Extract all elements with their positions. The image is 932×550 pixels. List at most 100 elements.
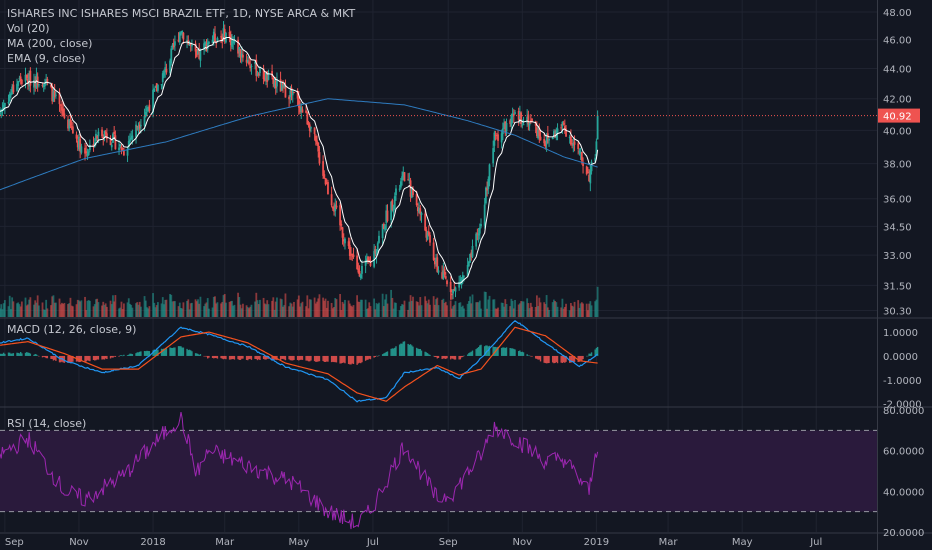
volume-bar <box>469 296 471 317</box>
volume-bar <box>308 299 311 317</box>
macd-histogram-bar <box>181 347 183 356</box>
macd-histogram-bar <box>148 351 151 356</box>
macd-histogram-bar <box>2 352 5 356</box>
macd-histogram-bar <box>553 355 555 364</box>
macd-histogram-bar <box>470 351 472 356</box>
volume-bar <box>41 302 44 317</box>
candle-body <box>266 71 269 82</box>
candle-body <box>310 127 312 129</box>
macd-histogram-bar <box>544 355 547 364</box>
volume-bar <box>163 304 165 317</box>
volume-bar <box>297 295 300 317</box>
macd-histogram-bar <box>504 347 507 356</box>
macd-histogram-bar <box>180 346 182 356</box>
macd-histogram-bar <box>220 355 222 359</box>
volume-bar <box>2 303 5 317</box>
candle-body <box>42 84 45 87</box>
volume-bar <box>347 300 350 317</box>
volume-bar <box>68 303 71 317</box>
volume-bar <box>325 307 328 317</box>
macd-histogram-bar <box>462 355 464 357</box>
macd-histogram-bar <box>502 347 504 356</box>
volume-bar <box>344 299 346 317</box>
macd-histogram-bar <box>153 349 155 356</box>
volume-bar <box>95 299 97 317</box>
rsi-legend: RSI (14, close) <box>7 416 86 431</box>
x-tick-label: May <box>732 537 753 548</box>
candle-body <box>110 144 113 148</box>
volume-bar <box>238 297 241 317</box>
macd-histogram-bar <box>211 355 214 359</box>
macd-histogram-bar <box>476 348 479 356</box>
macd-histogram-bar <box>339 355 341 364</box>
candle-body <box>289 90 292 98</box>
candle-body <box>228 31 231 37</box>
volume-bar <box>63 302 66 317</box>
candle-body <box>596 115 599 140</box>
volume-bar <box>206 298 209 317</box>
volume-bar <box>231 300 233 317</box>
candle-body <box>361 266 363 274</box>
macd-histogram-bar <box>517 351 520 356</box>
macd-histogram-bar <box>351 355 353 364</box>
candle-body <box>452 289 454 294</box>
candle-body <box>308 124 311 131</box>
candle-body <box>233 39 236 43</box>
candle-body <box>392 206 395 213</box>
candle-body <box>143 115 146 126</box>
volume-bar <box>54 302 57 317</box>
volume-bar <box>266 300 269 317</box>
candle-body <box>517 111 520 120</box>
macd-histogram-bar <box>300 355 302 360</box>
candle-body <box>137 126 140 130</box>
macd-histogram-bar <box>402 341 404 356</box>
candle-body <box>85 151 88 154</box>
candle-body <box>180 32 182 35</box>
macd-histogram-bar <box>250 355 253 360</box>
macd-histogram-bar <box>92 355 95 361</box>
candle-body <box>1 108 4 112</box>
macd-histogram-bar <box>36 355 39 357</box>
volume-bar <box>306 295 309 317</box>
volume-bar <box>174 301 176 317</box>
candle-body <box>552 131 555 137</box>
volume-bar <box>164 299 167 317</box>
macd-histogram-bar <box>264 355 266 360</box>
volume-bar <box>53 302 56 317</box>
volume-bar <box>186 300 188 317</box>
macd-histogram-bar <box>385 351 387 356</box>
price-tick-label: 40.00 <box>883 126 912 137</box>
main-legend: ISHARES INC ISHARES MSCI BRAZIL ETF, 1D,… <box>7 6 355 66</box>
candle-body <box>76 140 79 148</box>
macd-histogram-bar <box>510 348 513 356</box>
volume-bar <box>293 301 295 317</box>
macd-histogram-bar <box>395 346 397 356</box>
candle-body <box>500 133 503 143</box>
macd-histogram-bar <box>272 355 275 359</box>
macd-histogram-bar <box>123 354 125 356</box>
macd-histogram-bar <box>373 355 375 358</box>
macd-line <box>0 320 598 403</box>
candle-body <box>138 124 141 129</box>
macd-histogram-bar <box>11 353 13 356</box>
macd-histogram-bar <box>458 355 460 360</box>
volume-bar <box>52 295 55 317</box>
macd-histogram-bar <box>449 355 452 360</box>
volume-bar <box>563 306 566 317</box>
macd-histogram-bar <box>138 351 141 356</box>
macd-histogram-bar <box>35 354 38 356</box>
candle-body <box>206 42 209 49</box>
volume-bar <box>233 304 236 317</box>
macd-histogram-bar <box>539 355 542 362</box>
candle-body <box>390 201 393 221</box>
candle-body <box>70 126 73 129</box>
macd-histogram-bar <box>114 355 117 357</box>
volume-bar <box>259 299 261 317</box>
volume-bar <box>76 299 79 317</box>
volume-bar <box>412 296 414 317</box>
candle-body <box>61 106 63 111</box>
candle-body <box>240 53 243 58</box>
macd-histogram-bar <box>135 353 137 356</box>
macd-histogram-bar <box>394 347 396 356</box>
